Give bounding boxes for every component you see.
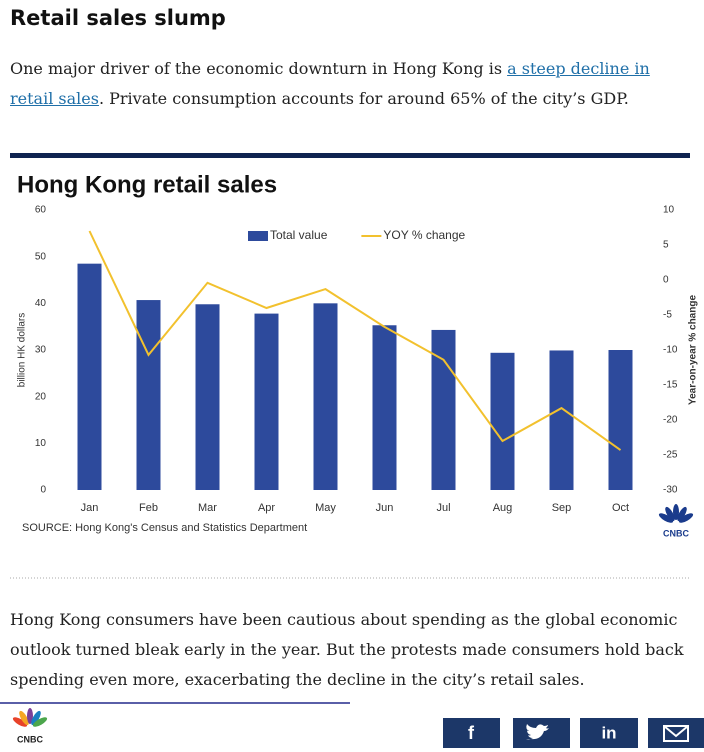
share-label[interactable]: in: [601, 723, 616, 742]
logo-text: CNBC: [17, 734, 43, 744]
y-tick-label: 40: [35, 298, 47, 309]
y2-tick-label: -10: [663, 345, 678, 356]
x-tick-label: May: [315, 502, 336, 514]
x-tick-label: Mar: [198, 502, 217, 514]
share-facebook[interactable]: f: [443, 718, 500, 748]
y2-tick-label: -5: [663, 310, 672, 321]
intro-paragraph: One major driver of the economic downtur…: [10, 54, 690, 114]
chart-title: Hong Kong retail sales: [17, 171, 277, 198]
logo: CNBC: [12, 708, 48, 744]
y2-tick-label: 10: [663, 205, 675, 216]
share-linkedin[interactable]: in: [580, 718, 638, 748]
legend-label: Total value: [270, 228, 328, 242]
bar: [77, 263, 102, 490]
line: [88, 230, 622, 451]
y2-tick-label: -25: [663, 450, 678, 461]
share-label[interactable]: f: [468, 723, 475, 743]
headline: Retail sales slump: [10, 6, 226, 30]
y-tick-label: 50: [35, 251, 47, 262]
legend-label: YOY % change: [383, 228, 465, 242]
bar: [254, 313, 279, 490]
x-tick-label: Aug: [493, 502, 513, 514]
y-tick-label: 30: [35, 345, 47, 356]
bar: [372, 325, 397, 490]
x-tick-label: Jun: [376, 502, 394, 514]
y2-tick-label: -15: [663, 380, 678, 391]
bar: [431, 329, 456, 490]
x-tick-label: Apr: [258, 502, 275, 514]
y2-tick-label: 0: [663, 275, 669, 286]
y-axis-label: billion HK dollars: [17, 313, 28, 387]
y-tick-label: 60: [35, 205, 47, 216]
bar: [195, 304, 220, 490]
y2-tick-label: -20: [663, 415, 678, 426]
text: . Private consumption accounts for aroun…: [98, 89, 629, 108]
x-tick-label: Oct: [612, 502, 629, 514]
y2-tick-label: -30: [663, 485, 678, 496]
link[interactable]: a steep decline in retail sales: [10, 59, 650, 108]
x-tick-label: Jan: [81, 502, 99, 514]
bar: [490, 352, 515, 490]
bar: [549, 350, 574, 490]
y-tick-label: 20: [35, 391, 47, 402]
divider: [10, 153, 690, 158]
share-email[interactable]: [648, 718, 704, 748]
logo: CNBC: [658, 504, 694, 538]
y2-axis-label: Year-on-year % change: [688, 295, 699, 405]
y-tick-label: 0: [40, 485, 46, 496]
share-twitter[interactable]: [513, 718, 570, 748]
y-tick-label: 10: [35, 438, 47, 449]
logo-text: CNBC: [663, 528, 689, 538]
bar: [136, 300, 161, 490]
bar: [608, 350, 633, 490]
body-paragraph: Hong Kong consumers have been cautious a…: [10, 610, 684, 689]
x-tick-label: Jul: [436, 502, 450, 514]
x-tick-label: Feb: [139, 502, 158, 514]
x-tick-label: Sep: [552, 502, 572, 514]
text: One major driver of the economic downtur…: [10, 59, 508, 78]
legend-swatch: [248, 231, 268, 241]
y2-tick-label: 5: [663, 240, 669, 251]
source: SOURCE: Hong Kong's Census and Statistic…: [22, 522, 307, 534]
bar: [313, 303, 338, 490]
